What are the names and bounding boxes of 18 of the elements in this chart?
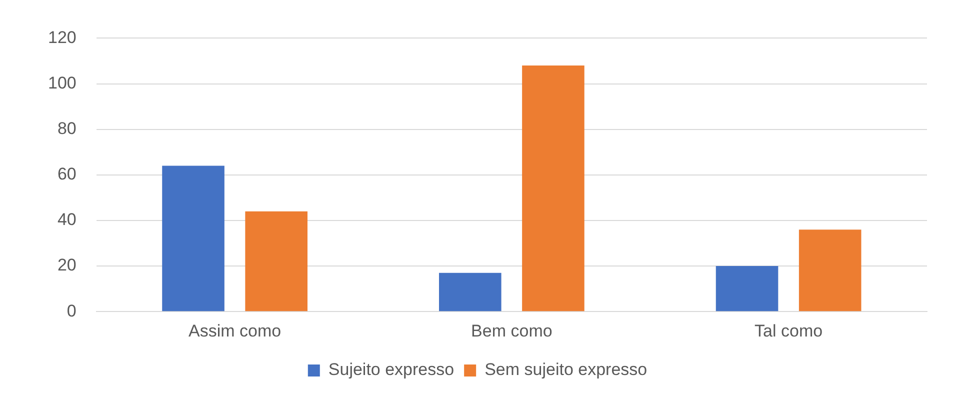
y-tick-label: 60 [57,164,76,184]
y-tick-label: 20 [57,256,76,275]
y-tick-label: 100 [48,73,76,92]
bar [245,211,308,312]
y-tick-label: 0 [66,301,76,320]
bar [716,266,778,312]
x-tick-label: Assim como [188,321,282,340]
y-tick-label: 80 [57,119,76,138]
x-tick-label: Bem como [471,321,552,340]
bar [439,272,502,312]
bar [162,166,224,312]
y-tick-label: 40 [57,210,76,230]
legend-label: Sujeito expresso [328,360,454,380]
y-tick-label: 120 [48,28,76,47]
legend-label: Sem sujeito expresso [484,360,648,380]
x-tick-label: Tal como [754,321,823,340]
bar [522,66,584,312]
bar [798,230,862,312]
